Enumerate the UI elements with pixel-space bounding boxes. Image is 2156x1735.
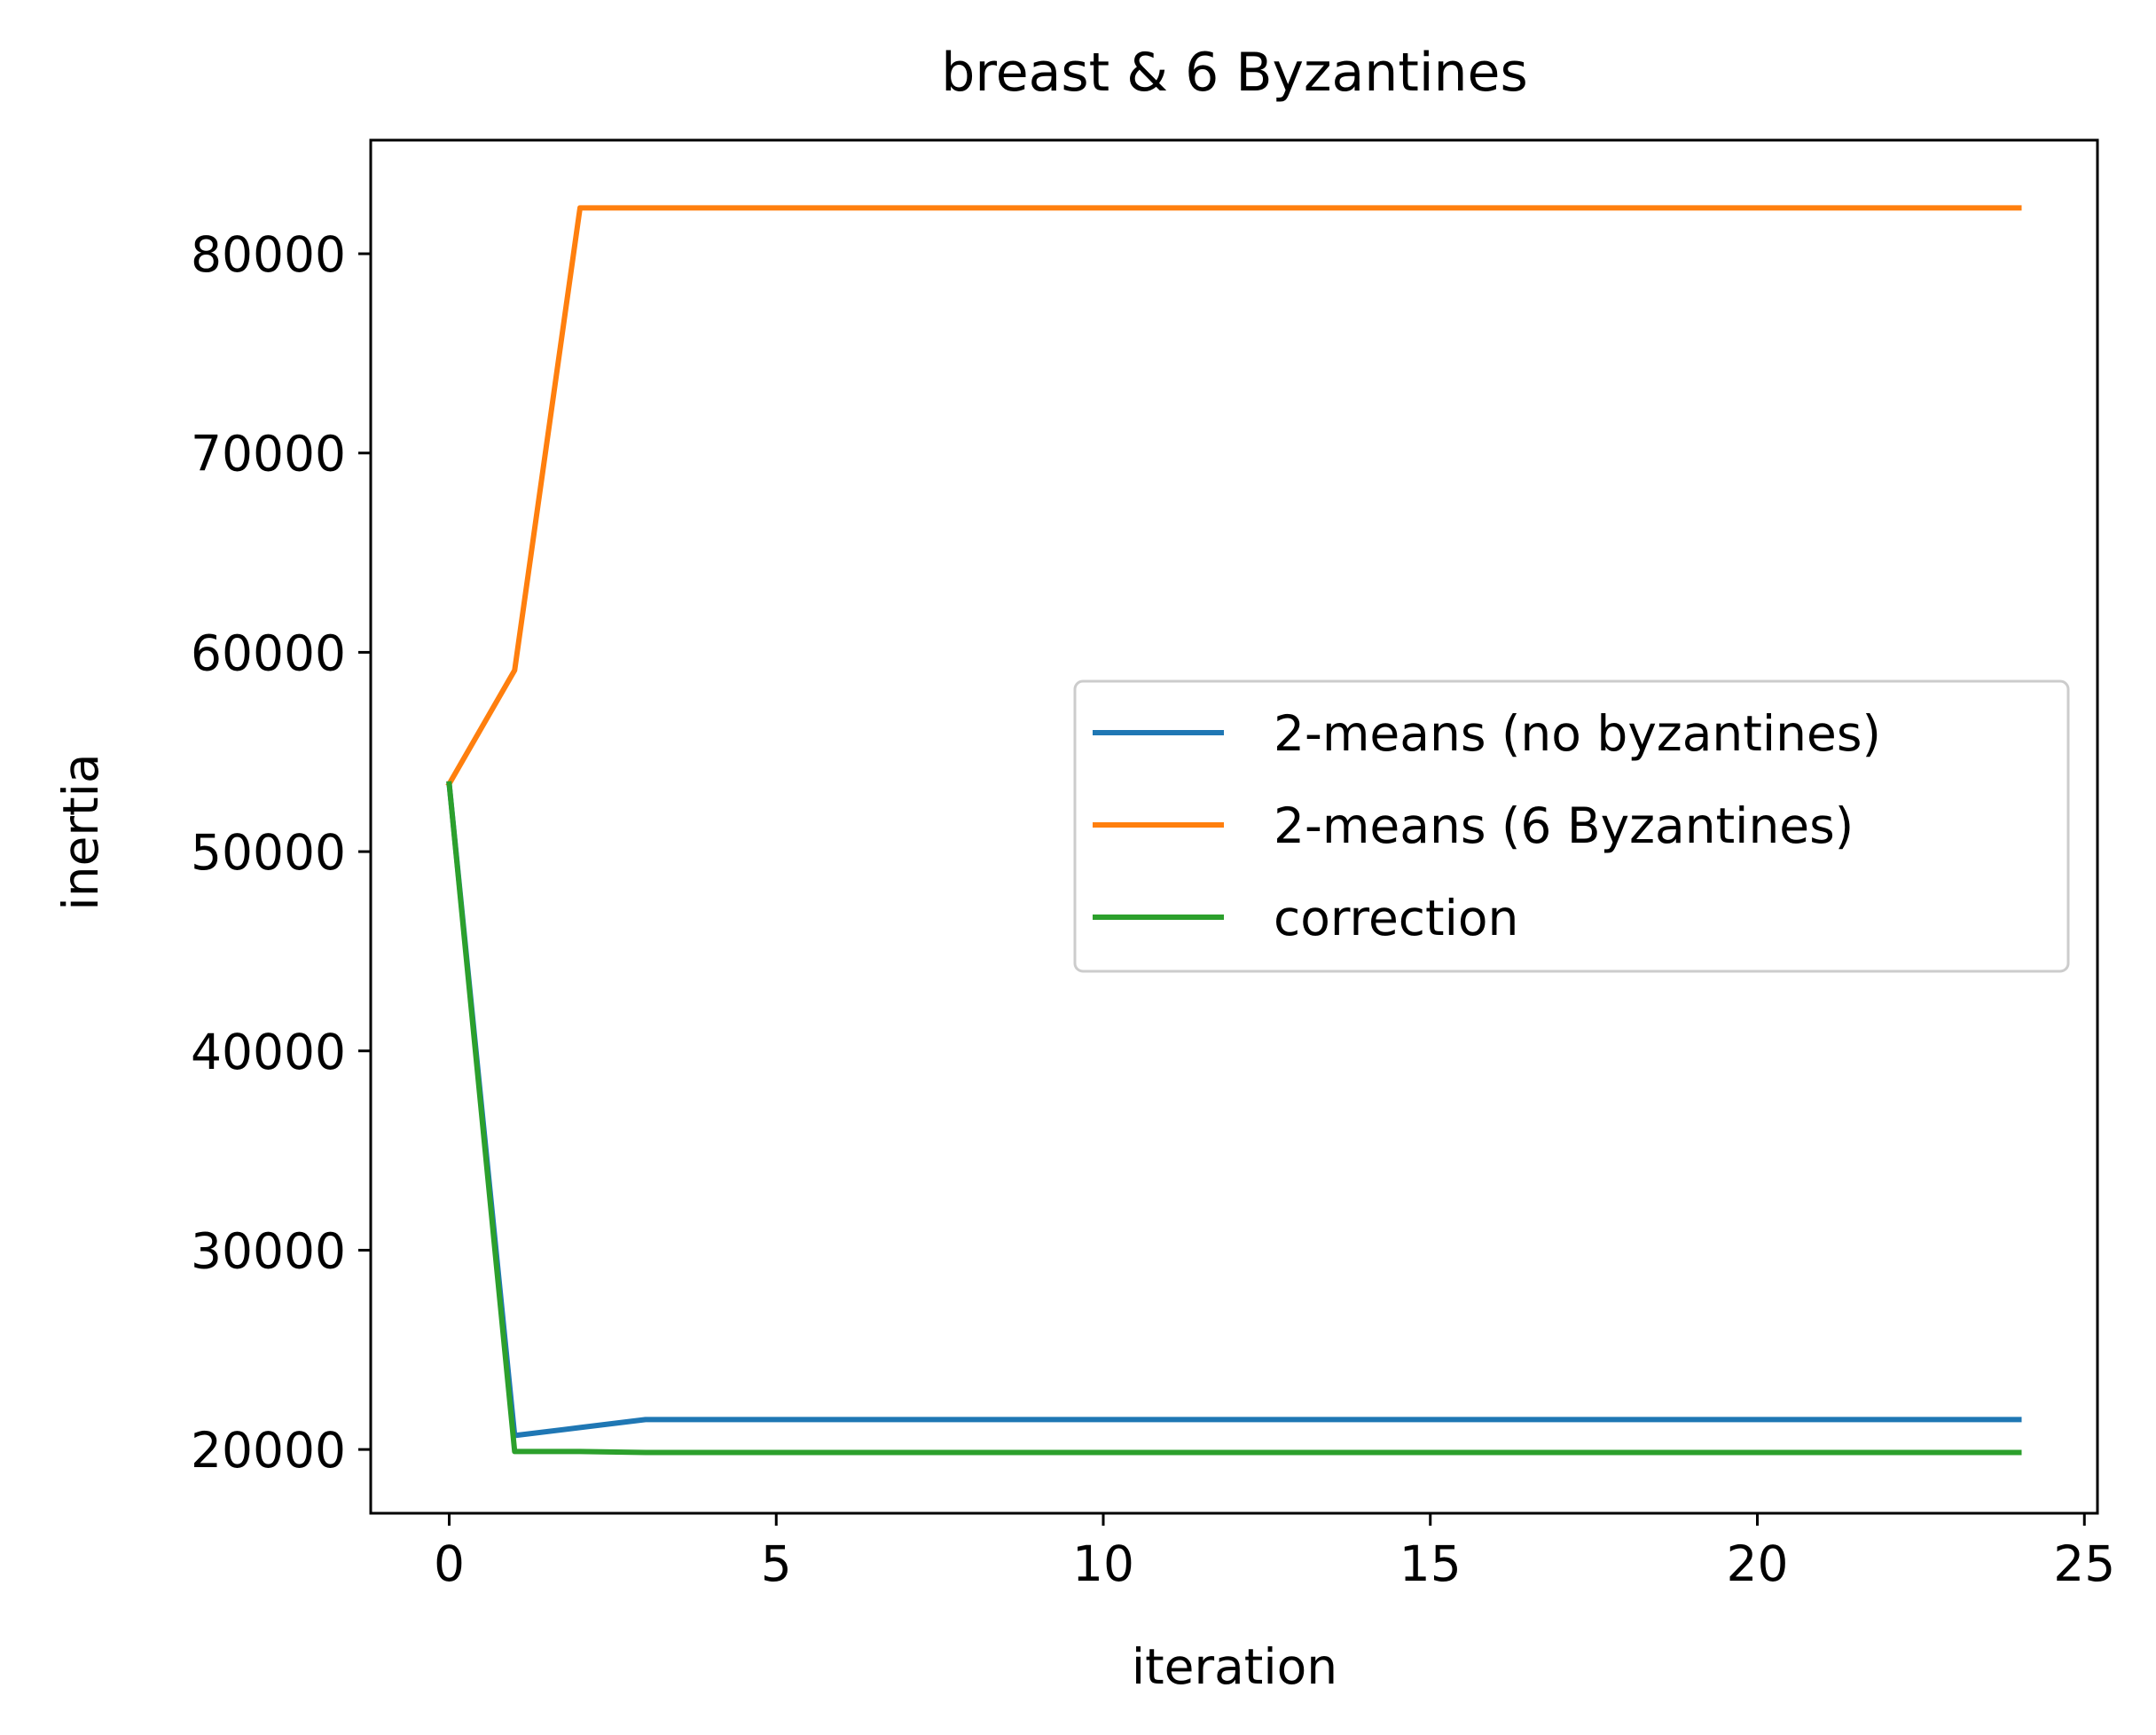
legend-frame (1073, 679, 2070, 973)
x-tick-label: 10 (1072, 1535, 1134, 1592)
x-tick-label: 0 (434, 1535, 465, 1592)
legend-label-1: 2-means (no byzantines) (1274, 705, 1881, 762)
series-line-1 (446, 781, 2022, 1439)
y-tick-label: 80000 (191, 226, 346, 283)
series-layer (445, 205, 2022, 1456)
series-line-2 (445, 205, 2022, 788)
x-tick-label: 5 (761, 1535, 792, 1592)
plot-frame (369, 138, 2099, 1515)
y-tick-label: 50000 (191, 824, 346, 881)
legend-label-3: correction (1274, 890, 1518, 946)
legend-label-2: 2-means (6 Byzantines) (1274, 797, 1854, 854)
y-axis: 20000 30000 40000 50000 60000 70000 80000 (191, 226, 371, 1479)
chart-title: breast & 6 Byzantines (941, 42, 1527, 104)
x-tick-label: 20 (1727, 1535, 1789, 1592)
y-tick-label: 60000 (191, 624, 346, 681)
y-tick-label: 20000 (191, 1422, 346, 1479)
series-line-3 (446, 781, 2022, 1456)
x-axis-label: iteration (1132, 1638, 1337, 1695)
x-tick-label: 15 (1399, 1535, 1462, 1592)
x-tick-label: 25 (2053, 1535, 2115, 1592)
y-tick-label: 30000 (191, 1222, 346, 1279)
legend: 2-means (no byzantines) 2-means (6 Byzant… (1073, 679, 2070, 973)
y-tick-label: 70000 (191, 426, 346, 483)
y-axis-label: inertia (52, 753, 109, 910)
y-tick-label: 40000 (191, 1024, 346, 1080)
x-axis: 0 5 10 15 20 25 (434, 1513, 2115, 1592)
